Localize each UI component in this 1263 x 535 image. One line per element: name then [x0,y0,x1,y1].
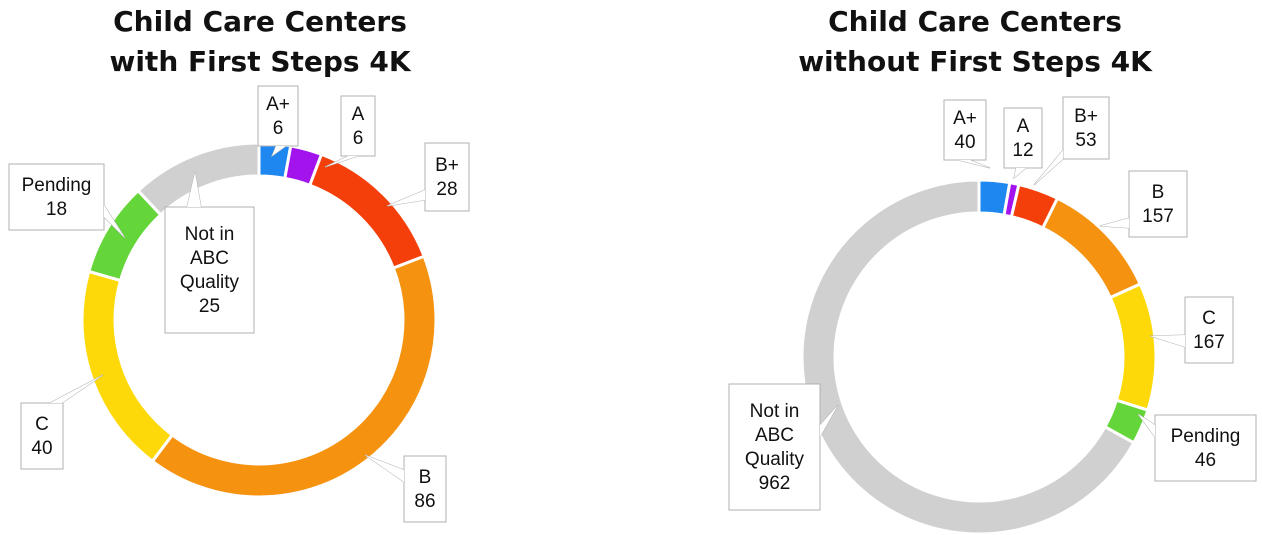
label-b: B 157 [1099,170,1188,238]
label-text: A+ [266,94,290,115]
label-pointer-fill [50,375,103,403]
label-a: A6 [324,95,376,168]
label-value: 157 [1142,206,1174,227]
chart-title-without-4k: Child Care Centers without First Steps 4… [798,5,1152,78]
slice-not-in-abc-quality [800,178,1136,535]
label-pending: Pending 18 [8,163,126,239]
label-not-in-abc-quality: Not in ABC Quality 962 [728,383,839,511]
label-box [1154,414,1257,482]
label-text: ABC [755,425,794,446]
label-value: 46 [1195,450,1216,471]
label-value: 40 [31,438,52,459]
label-box [403,455,447,523]
label-text: Pending [22,175,92,196]
label-box [257,85,299,147]
label-b: B 86 [364,454,447,523]
label-value: 53 [1075,130,1096,151]
label-pointer-fill [820,405,838,437]
label-box [943,99,987,161]
label-text: B+ [435,155,459,176]
label-pointer-fill [1100,218,1129,228]
label-value: 86 [414,491,435,512]
label-text: Quality [180,272,240,293]
label-a: A 12 [1003,107,1043,180]
label-box [164,206,255,334]
label-a: A+ 40 [943,99,991,169]
label-pointer-fill [1034,150,1063,185]
label-box [20,402,64,470]
label-box [1062,96,1110,160]
slice-c [1108,281,1158,413]
slice-not-in-abc-quality [136,141,261,217]
label-pointer-fill [1014,168,1026,178]
label-value: 6 [273,118,284,139]
label-box [340,95,376,157]
label-value: 28 [436,179,457,200]
label-pointer-fill [1150,335,1185,347]
label-b: B+ 53 [1033,96,1110,186]
label-text: Pending [1171,426,1241,447]
label-c: C 167 [1149,296,1234,364]
label-box [424,142,470,212]
label-value: 962 [759,473,791,494]
label-c: C 40 [20,374,104,470]
label-text: A+ [953,108,977,129]
label-box [8,163,105,231]
label-text: Not in [185,224,235,245]
label-text: A [352,104,365,125]
label-pointer-fill [387,190,425,206]
label-pointer-fill [1138,414,1155,437]
label-a: A+ 6 [257,85,299,158]
label-value: 12 [1012,140,1033,161]
label-box [728,383,821,511]
label-value: 40 [954,132,975,153]
label-value: 18 [46,199,67,220]
label-text: A [1017,116,1030,137]
label-text: B [1152,182,1165,203]
label-value: 25 [199,296,220,317]
label-not-in-abc-quality: Not in ABC Quality 25 [164,171,255,334]
label-pointer-fill [187,172,201,207]
label-text: C [1202,308,1216,329]
label-pointer-fill [104,205,125,238]
label-pointer-fill [325,156,358,167]
label-value: 167 [1193,332,1225,353]
label-pointer-fill [958,160,990,168]
label-text: Quality [745,449,805,470]
label-text: B [419,467,432,488]
label-box [1184,296,1234,364]
label-pending: Pending 46 [1137,413,1257,482]
label-box [1128,170,1188,238]
label-text: C [35,414,49,435]
label-value: 6 [353,128,364,149]
slice-b [1040,196,1143,300]
label-text: Not in [750,401,800,422]
label-pointer-fill [365,455,404,482]
chart-title-with-4k: Child Care Centers with First Steps 4K [109,5,411,78]
label-text: B+ [1074,106,1098,127]
label-pointer-fill [272,146,286,156]
label-box [1003,107,1043,169]
label-text: ABC [190,248,229,269]
label-b: B+ 28 [386,142,470,212]
